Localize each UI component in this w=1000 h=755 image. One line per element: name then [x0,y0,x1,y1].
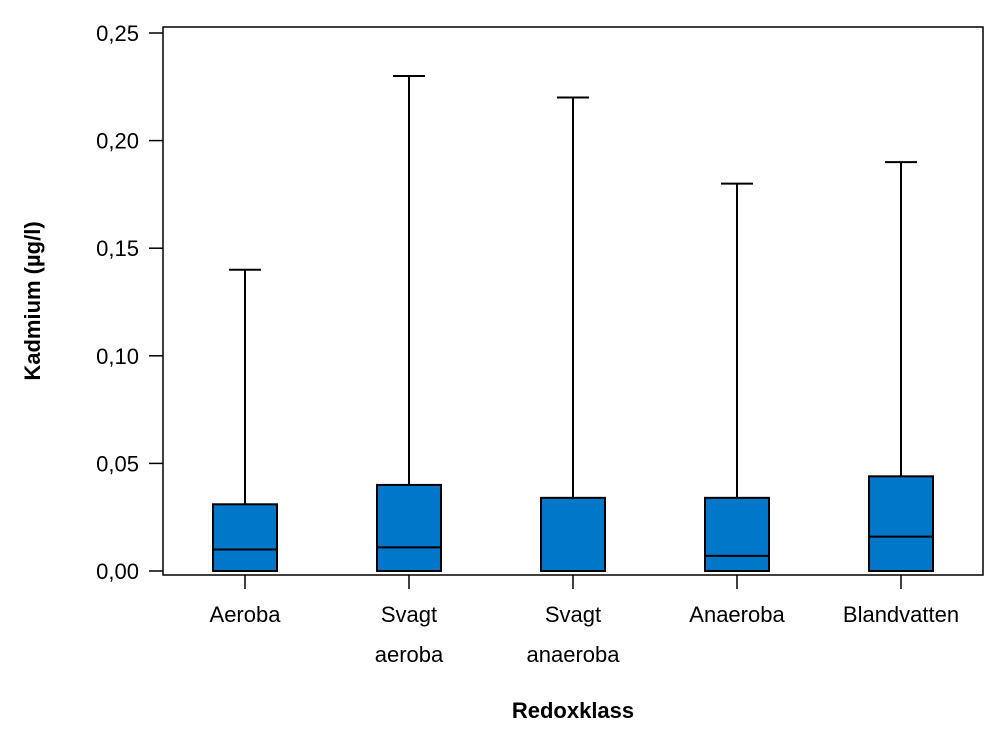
x-axis: Aeroba Svagt aeroba Svagt anaeroba Anaeroba Bl… [210,575,959,667]
boxes-group [212,75,934,573]
y-tick-label: 0,25 [96,21,139,46]
x-tick-label: Blandvatten [843,602,959,627]
y-axis-title: Kadmium (µg/l) [20,221,45,380]
iqr-box [212,503,278,572]
x-tick-label: Svagt [381,602,437,627]
y-tick-label: 0,10 [96,344,139,369]
box-group [868,161,934,573]
x-tick-label: aeroba [375,642,444,667]
iqr-box [704,496,770,572]
box-group [704,182,770,572]
x-tick-label: Aeroba [210,602,282,627]
box-group [540,96,606,572]
iqr-box [868,475,934,573]
x-tick-label: anaeroba [527,642,621,667]
box-group [376,75,442,573]
y-tick-label: 0,15 [96,236,139,261]
x-axis-title: Redoxklass [512,698,634,723]
y-tick-label: 0,05 [96,451,139,476]
x-tick-label: Anaeroba [689,602,785,627]
y-tick-label: 0,20 [96,129,139,154]
box-group [212,268,278,572]
y-tick-label: 0,00 [96,559,139,584]
iqr-box [376,483,442,573]
x-tick-label: Svagt [545,602,601,627]
y-axis: 0,00 0,05 0,10 0,15 0,20 0,25 [96,21,163,584]
iqr-box [540,496,606,572]
